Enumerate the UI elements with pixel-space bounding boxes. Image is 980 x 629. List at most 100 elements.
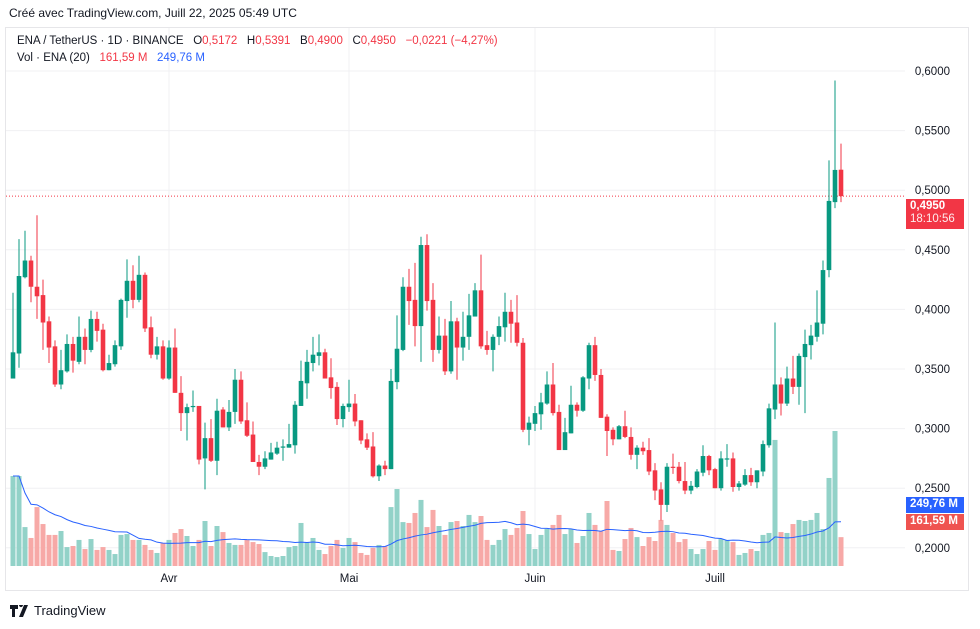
volume-bar: [160, 542, 166, 566]
volume-bar: [232, 544, 238, 566]
candle-body: [154, 346, 160, 355]
volume-bar: [436, 526, 442, 566]
volume-bar: [388, 507, 394, 566]
candle-body: [688, 485, 694, 491]
time-tick-label: Juill: [705, 573, 725, 585]
volume-bar: [262, 552, 268, 566]
candle-body: [790, 378, 796, 387]
candle-body: [436, 335, 442, 350]
candle-body: [226, 411, 232, 428]
volume-bar: [784, 532, 790, 566]
low-label: B: [300, 35, 308, 47]
volume-bar: [664, 524, 670, 566]
volume-bar: [94, 549, 100, 566]
candle-body: [172, 347, 178, 393]
volume-bar: [328, 546, 334, 566]
volume-bar: [826, 477, 832, 566]
candle-body: [538, 402, 544, 415]
volume-bar: [196, 539, 202, 566]
volume-bar: [286, 547, 292, 566]
candle-body: [460, 336, 466, 348]
volume-bar: [460, 526, 466, 566]
price-axis: 0,6000 0,5500 0,5000 0,4500 0,4000 0,3500 0,30…: [915, 66, 950, 555]
volume-bar: [730, 542, 736, 566]
candle-body: [106, 363, 112, 371]
time-tick-label: Juin: [524, 573, 545, 585]
volume-bar: [754, 551, 760, 566]
candle-body: [286, 444, 292, 448]
candle-body: [274, 447, 280, 454]
volume-bar: [166, 539, 172, 566]
volume-bar: [550, 524, 556, 566]
volume-bar: [268, 556, 274, 566]
created-with-caption: Créé avec TradingView.com, Juill 22, 202…: [9, 6, 297, 20]
volume-bar: [496, 539, 502, 566]
volume-legend: Vol · ENA (20) 161,59 M 249,76 M: [17, 52, 205, 64]
candle-body: [484, 345, 490, 350]
candle-body: [232, 379, 238, 412]
volume-bar: [526, 534, 532, 566]
volume-bar: [88, 539, 94, 566]
volume-bar: [274, 557, 280, 566]
volume-bar: [538, 534, 544, 566]
volume-bar: [58, 531, 64, 566]
volume-bar: [598, 531, 604, 566]
candle-body: [220, 409, 226, 428]
price-tick-label: 0,5000: [915, 185, 950, 197]
volume-bar: [790, 524, 796, 566]
volume-bar: [640, 546, 646, 566]
candle-body: [640, 447, 646, 452]
volume-bar: [10, 476, 16, 566]
volume-bar: [370, 547, 376, 566]
volume-bar: [316, 549, 322, 566]
candle-body: [616, 426, 622, 440]
candle-body: [562, 432, 568, 451]
candle-body: [352, 403, 358, 422]
candle-body: [808, 335, 814, 346]
volume-bar: [424, 527, 430, 566]
candle-body: [712, 469, 718, 489]
tradingview-logo[interactable]: TradingView: [10, 603, 106, 618]
close-label: C: [352, 35, 361, 47]
candle-body: [130, 280, 136, 300]
volume-bar: [760, 534, 766, 566]
volume-bar: [604, 501, 610, 566]
volume-bar: [214, 526, 220, 566]
candle-body: [46, 321, 52, 348]
candle-body: [334, 386, 340, 420]
candle-body: [70, 343, 76, 361]
volume-bar: [82, 549, 88, 566]
candle-body: [40, 295, 46, 323]
candle-body: [136, 274, 142, 300]
candle-body: [124, 280, 130, 302]
tradingview-logo-icon: [10, 604, 28, 617]
volume-bar: [658, 519, 664, 566]
candle-body: [772, 384, 778, 410]
candle-body: [622, 426, 628, 437]
candle-body: [16, 276, 22, 354]
candle-body: [364, 439, 370, 448]
volume-bar: [718, 539, 724, 566]
volume-bar: [76, 539, 82, 566]
low-value: 0,4900: [307, 35, 343, 47]
candle-body: [466, 315, 472, 337]
volume-bar: [724, 539, 730, 566]
volume-bar: [778, 532, 784, 566]
candle-body: [652, 470, 658, 491]
candle-body: [142, 274, 148, 329]
candle-body: [418, 245, 424, 327]
candle-body: [310, 354, 316, 364]
volume-bar: [418, 499, 424, 566]
candle-body: [760, 444, 766, 472]
volume-bar: [580, 536, 586, 566]
volume-bar: [358, 552, 364, 566]
volume-bar: [28, 537, 34, 566]
ohlc-legend: ENA / TetherUS · 1D · BINANCE O0,5172 H0…: [17, 35, 498, 47]
candle-body: [598, 374, 604, 418]
high-label: H: [246, 35, 256, 47]
volume-bar: [382, 546, 388, 566]
candle-body: [670, 466, 676, 468]
candle-body: [280, 446, 286, 448]
candle-body: [58, 370, 64, 385]
